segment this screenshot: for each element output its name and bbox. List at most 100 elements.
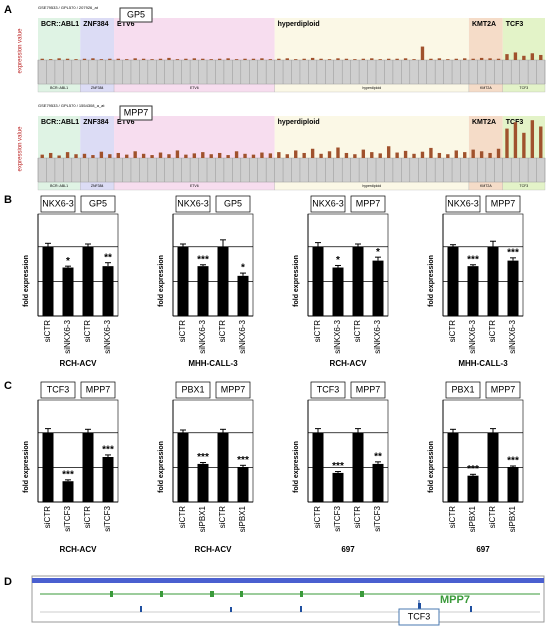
- browser-frame: [31, 575, 545, 623]
- expression-bar: [57, 58, 61, 60]
- expression-bar: [243, 153, 247, 158]
- x-tick-label: siNKX6-3: [468, 319, 477, 353]
- x-axis-label: RCH-ACV: [60, 545, 98, 554]
- x-tick-label: siCTR: [83, 320, 92, 342]
- expression-bar: [505, 128, 509, 158]
- expression-bar: [310, 148, 315, 158]
- bar: [507, 467, 519, 502]
- plot-frame: [307, 213, 389, 317]
- region-label: BCR::ABL1: [41, 21, 79, 28]
- region-label: KMT2A: [472, 119, 496, 126]
- y-axis-label: fold expression: [293, 255, 300, 307]
- bar: [487, 246, 499, 316]
- expression-bar: [99, 151, 104, 158]
- plot-frame: [442, 213, 524, 317]
- region-label: hyperdiploid: [278, 119, 320, 126]
- bar: [467, 266, 479, 316]
- region-label: ZNF384: [83, 21, 108, 28]
- group-box: [310, 381, 346, 399]
- expression-bar: [479, 151, 484, 158]
- x-tick-label: siCTR: [313, 506, 322, 528]
- expression-bar: [505, 54, 509, 60]
- expression-bar: [167, 154, 171, 158]
- x-tick-label: siNKX6-3: [63, 319, 72, 353]
- expression-bar: [353, 154, 357, 158]
- x-tick-label: siCTR: [448, 506, 457, 528]
- expression-bar: [226, 155, 230, 158]
- plot-frame: [442, 399, 524, 503]
- x-axis-label: RCH-ACV: [330, 359, 368, 368]
- region-footer-label: ZNF384: [91, 86, 104, 90]
- expression-bar: [217, 152, 222, 158]
- bar: [42, 246, 54, 316]
- expression-bar: [302, 152, 306, 158]
- x-axis-label: RCH-ACV: [60, 359, 98, 368]
- panel-label: B: [4, 194, 12, 206]
- expression-bar: [217, 58, 222, 60]
- gene-label: GP5: [127, 9, 145, 19]
- expression-bar: [74, 154, 78, 158]
- x-tick-label: siCTR: [218, 506, 227, 528]
- x-tick-label: siCTR: [448, 320, 457, 342]
- bar: [487, 432, 499, 502]
- expression-bar: [370, 152, 374, 158]
- group-label: NKX6-3: [42, 198, 74, 208]
- expression-bar: [192, 153, 197, 158]
- expression-bar: [378, 153, 382, 158]
- region-footer-label: hyperdiploid: [362, 184, 381, 188]
- x-tick-label: siNKX6-3: [198, 319, 207, 353]
- expression-bar: [141, 153, 146, 158]
- gene-box: [119, 7, 153, 23]
- expression-bar: [370, 58, 374, 60]
- expression-bar: [74, 59, 78, 60]
- group-box: [485, 195, 521, 213]
- region: [274, 18, 469, 60]
- bar: [82, 432, 94, 502]
- x-tick-label: siCTR: [353, 506, 362, 528]
- expression-bar: [285, 154, 289, 158]
- x-axis-label: 697: [476, 545, 490, 554]
- region-label: ETV6: [117, 21, 135, 28]
- bar: [312, 432, 324, 502]
- expression-bar: [471, 58, 475, 60]
- expression-bar: [488, 58, 492, 60]
- group-box: [80, 195, 116, 213]
- header: GSE79533 / GPL570 / 1554308_a_at: [38, 103, 105, 108]
- group-box: [215, 381, 251, 399]
- region-label: KMT2A: [472, 21, 496, 28]
- y-axis-label: fold expression: [23, 255, 30, 307]
- x-tick-label: siPBX1: [468, 505, 477, 532]
- expression-bar: [361, 149, 366, 158]
- plot-frame: [37, 399, 119, 503]
- expression-bar: [260, 58, 264, 60]
- region: [114, 116, 275, 158]
- expression-bar: [496, 148, 501, 158]
- x-tick-label: siCTR: [83, 506, 92, 528]
- group-label: MPP7: [356, 384, 381, 394]
- bar: [447, 432, 459, 502]
- region-footer-label: ETV6: [190, 86, 199, 90]
- expression-bar: [141, 58, 146, 60]
- group-label: NKX6-3: [447, 198, 479, 208]
- x-axis-label: MHH-CALL-3: [188, 359, 238, 368]
- region: [80, 18, 115, 60]
- expression-bar: [65, 58, 70, 60]
- expression-bar: [285, 58, 289, 60]
- expression-bar: [184, 154, 188, 158]
- region-footer-label: KMT2A: [480, 86, 492, 90]
- expression-bar: [251, 58, 256, 60]
- x-tick-label: siNKX6-3: [103, 319, 112, 353]
- group-box: [350, 195, 386, 213]
- gene-label: MPP7: [124, 107, 149, 117]
- expression-bar: [446, 154, 450, 158]
- y-axis-label: fold expression: [428, 255, 435, 307]
- bar: [82, 246, 94, 316]
- x-tick-label: siCTR: [313, 320, 322, 342]
- exon: [360, 591, 364, 597]
- significance: ***: [467, 254, 479, 265]
- significance: **: [104, 252, 112, 263]
- group-box: [445, 195, 481, 213]
- y-axis-label: fold expression: [158, 441, 165, 493]
- group-label: MPP7: [491, 198, 516, 208]
- significance: *: [376, 247, 380, 258]
